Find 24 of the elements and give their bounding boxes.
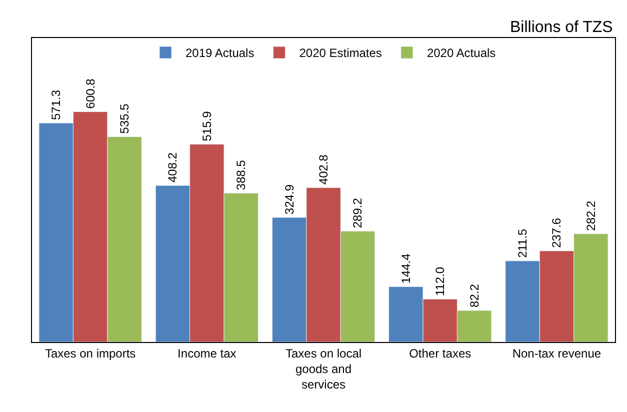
data-label: 144.4 [398,253,413,284]
legend-label: 2020 Estimates [299,46,382,60]
x-tick-label: Taxes on imports [44,346,136,360]
x-tick-label: Other taxes [409,346,472,360]
legend-label: 2019 Actuals [186,46,254,60]
data-label: 388.5 [234,160,248,190]
data-label: 571.3 [49,90,64,120]
x-tick-label: Income tax [178,346,236,360]
x-tick-label: Non-tax revenue [512,346,602,360]
data-label: 402.8 [316,154,330,185]
data-label: 211.5 [516,228,530,258]
data-label: 112.0 [433,266,448,296]
chart-subtitle: Billions of TZS [510,19,613,36]
data-label: 408.2 [166,152,180,183]
x-tick-label: Taxes on local goods and services [285,346,362,392]
data-label: 289.2 [350,198,365,228]
data-label: 535.5 [118,103,132,134]
data-label: 515.9 [200,110,214,142]
data-label: 324.9 [282,184,296,214]
data-label: 282.2 [584,200,598,231]
legend-label: 2020 Actuals [426,46,496,60]
data-label: 237.6 [550,218,564,248]
data-label: 600.8 [83,78,98,109]
data-label: 82.2 [467,284,482,308]
